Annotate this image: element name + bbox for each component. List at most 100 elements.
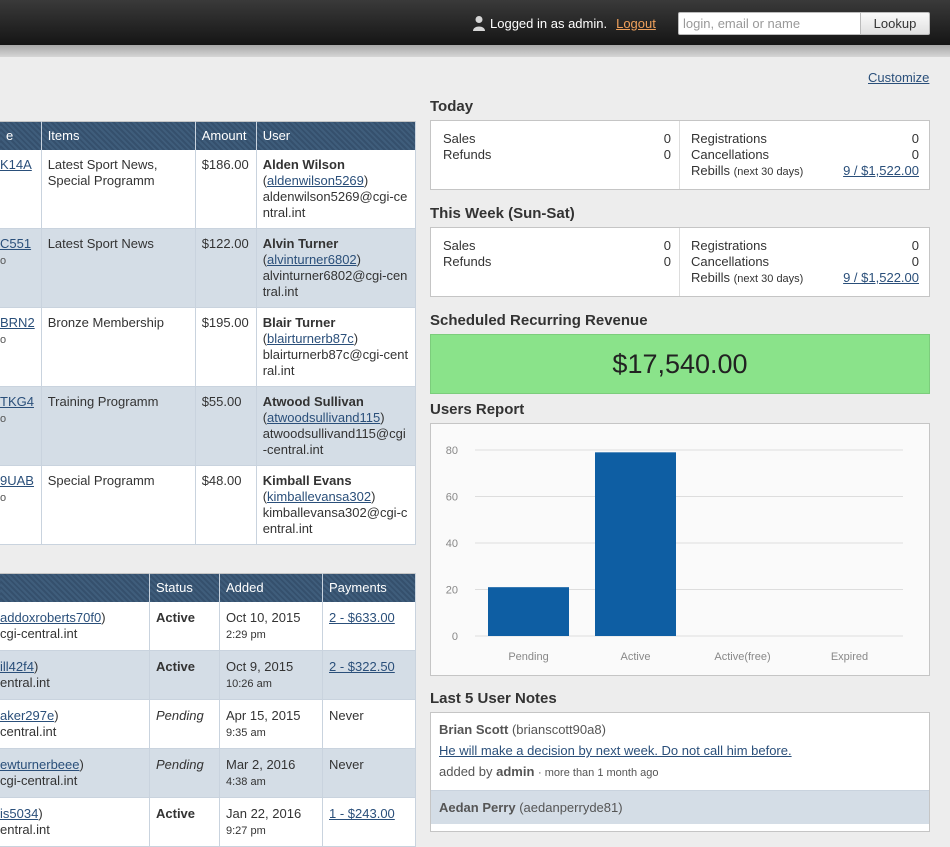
logged-in-text: Logged in as admin. [490,15,608,31]
note-user-name: Aedan Perry [439,800,516,815]
week-title: This Week (Sun-Sat) [430,205,575,222]
column-header-added[interactable]: Added [219,573,323,602]
today-title: Today [430,98,474,115]
items-cell: Special Programm [41,465,196,545]
today-stats: Sales 0 Refunds 0 Registrations 0 Cancel… [430,120,930,190]
added-time: 9:35 am [226,726,266,739]
x-tick-label: Active [621,651,651,663]
invoice-link[interactable]: BRN2 [0,314,35,330]
table-row: is5034) entral.int Active Jan 22, 2016 9:27 … [0,797,416,847]
user-login-link[interactable]: is5034 [0,805,39,821]
refunds-row: Refunds 0 [443,254,671,270]
payments-link[interactable]: 2 - $633.00 [329,609,395,625]
user-name: Atwood Sullivan [262,393,364,409]
user-login-link[interactable]: addoxroberts70f0 [0,609,102,625]
x-tick-label: Pending [508,651,548,663]
added-cell: Oct 10, 2015 2:29 pm [219,601,323,651]
user-email: atwoodsullivand115@cgi-central.int [262,425,406,457]
customize-link[interactable]: Customize [868,70,930,85]
y-tick-label: 40 [446,538,458,550]
sales-row: Sales 0 [443,131,671,147]
note-item: Aedan Perry (aedanperryde81) [431,790,929,824]
user-email: blairturnerb87c@cgi-central.int [262,346,409,378]
column-header-user[interactable] [0,573,150,602]
invoice-link[interactable]: TKG4 [0,393,34,409]
status-cell: Active [149,601,220,651]
registrations-value: 0 [911,238,919,253]
user-login-link[interactable]: aldenwilson5269 [267,172,364,188]
payments-cell: 2 - $633.00 [322,601,416,651]
table-row: aker297e) central.int Pending Apr 15, 2015 9… [0,699,416,749]
invoice-link[interactable]: K14A [0,156,32,172]
invoice-cell: 9UAB o [0,465,42,545]
user-name: Alvin Turner [262,235,339,251]
column-header-amount[interactable]: Amount [195,121,257,150]
week-stats: Sales 0 Refunds 0 Registrations 0 Cancel… [430,227,930,297]
recent-payments-table: e Items Amount User K14A Latest Sport New… [0,121,417,545]
status-cell: Active [149,650,220,700]
lookup-input[interactable] [678,12,862,35]
users-report-title: Users Report [430,401,525,418]
user-login-link[interactable]: alvinturner6802 [267,251,357,267]
rebills-link[interactable]: 9 / $1,522.00 [843,163,919,178]
status-cell: Active [149,797,220,847]
items-cell: Latest Sport News [41,228,196,308]
user-cell: ewturnerbeee) cgi-central.int [0,748,150,798]
added-time: 4:38 am [226,775,266,788]
rebills-row: Rebills (next 30 days) 9 / $1,522.00 [691,270,919,287]
note-time-ago: · more than 1 month ago [538,767,659,779]
user-name: Blair Turner [262,314,336,330]
user-login-link[interactable]: atwoodsullivand115 [267,409,381,425]
added-date: Mar 2, 2016 [226,756,296,772]
logout-link[interactable]: Logout [616,15,656,31]
payments-text: Never [329,707,364,723]
column-header-payments[interactable]: Payments [322,573,416,602]
user-login-link[interactable]: ill42f4 [0,658,34,674]
divider [679,228,680,296]
registrations-label: Registrations [691,238,767,253]
column-header-items[interactable]: Items [41,121,196,150]
registrations-row: Registrations 0 [691,238,919,254]
user-cell: is5034) entral.int [0,797,150,847]
column-header-user[interactable]: User [256,121,417,150]
refunds-value: 0 [663,254,671,269]
y-tick-label: 60 [446,492,458,504]
amount-cell: $186.00 [195,149,257,229]
user-notes-list: Brian Scott (brianscott90a8) He will mak… [430,712,930,832]
note-text-link[interactable]: He will make a decision by next week. Do… [439,743,792,758]
table-row: C551 o Latest Sport News $122.00 Alvin Turne… [0,228,417,308]
rebills-link[interactable]: 9 / $1,522.00 [843,270,919,285]
cancellations-row: Cancellations 0 [691,254,919,270]
invoice-link[interactable]: C551 [0,235,32,251]
items-cell: Training Programm [41,386,196,466]
registrations-row: Registrations 0 [691,131,919,147]
payments-link[interactable]: 1 - $243.00 [329,805,395,821]
added-date: Jan 22, 2016 [226,805,302,821]
user-login-link[interactable]: kimballevansa302 [267,488,372,504]
column-header-invoice[interactable]: e [0,121,42,150]
payments-link[interactable]: 2 - $322.50 [329,658,395,674]
user-email: kimballevansa302@cgi-central.int [262,504,408,536]
user-cell: Blair Turner (blairturnerb87c) blairturner… [256,307,417,387]
column-header-status[interactable]: Status [149,573,220,602]
sales-label: Sales [443,131,476,146]
invoice-cell: TKG4 o [0,386,42,466]
user-info: Logged in as admin. Logout [472,15,656,31]
status-cell: Pending [149,699,220,749]
invoice-link[interactable]: 9UAB [0,472,34,488]
items-cell: Bronze Membership [41,307,196,387]
user-icon [473,16,485,31]
refunds-label: Refunds [443,147,492,162]
divider [679,121,680,189]
table-row: 9UAB o Special Programm $48.00 Kimball Evans… [0,465,417,545]
refunds-row: Refunds 0 [443,147,671,163]
payments-cell: 1 - $243.00 [322,797,416,847]
lookup-button[interactable]: Lookup [860,12,930,35]
note-item: Brian Scott (brianscott90a8) He will mak… [431,713,929,790]
user-login-link[interactable]: blairturnerb87c [267,330,354,346]
user-login-link[interactable]: ewturnerbeee [0,756,80,772]
status-cell: Pending [149,748,220,798]
user-login-link[interactable]: aker297e [0,707,55,723]
cancellations-value: 0 [911,254,919,269]
cancellations-row: Cancellations 0 [691,147,919,163]
